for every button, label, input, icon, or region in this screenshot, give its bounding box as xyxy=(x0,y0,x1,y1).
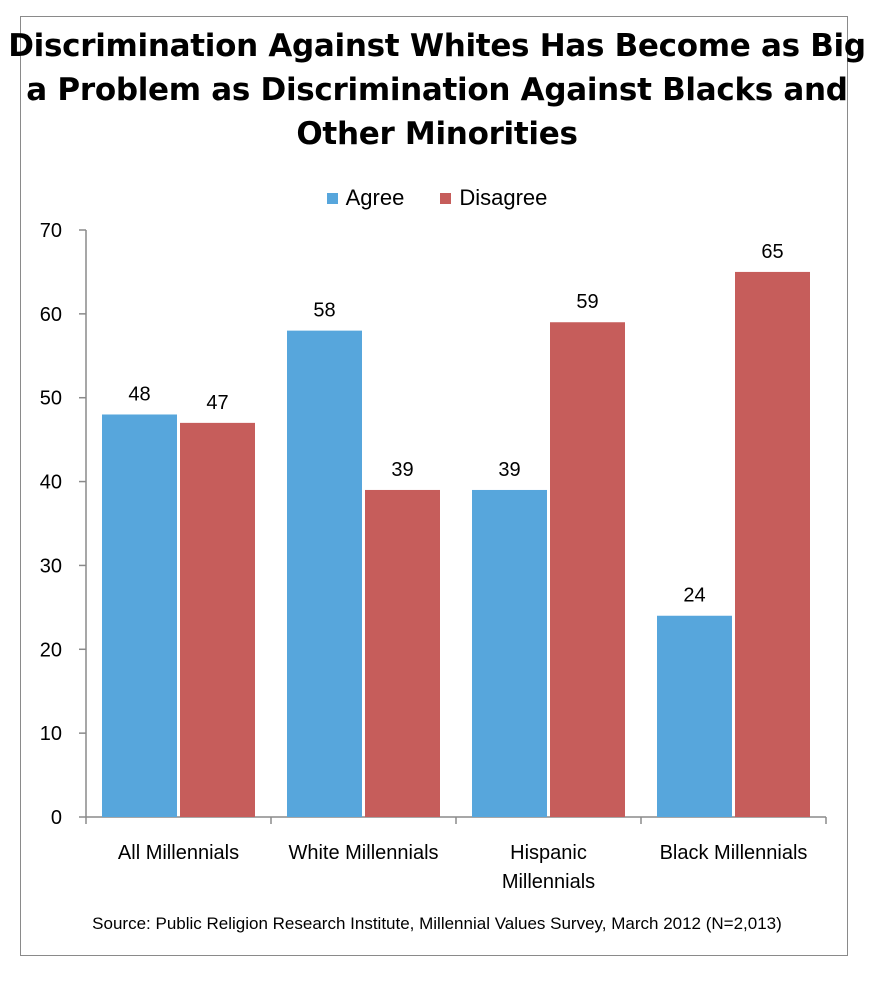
x-category-label: Hispanic xyxy=(510,842,587,864)
chart-title-line: Other Minorities xyxy=(296,116,578,152)
bar-agree xyxy=(102,414,177,817)
y-tick-label: 10 xyxy=(40,723,62,745)
chart-title-line: a Problem as Discrimination Against Blac… xyxy=(26,72,848,108)
y-tick-label: 70 xyxy=(40,220,62,242)
x-category-label: All Millennials xyxy=(118,842,239,864)
chart-source: Source: Public Religion Research Institu… xyxy=(92,914,782,933)
data-label: 24 xyxy=(683,585,705,607)
legend-swatch-agree xyxy=(326,192,338,204)
chart-legend: Agree Disagree xyxy=(0,184,874,212)
y-tick-label: 60 xyxy=(40,304,62,326)
x-category-label: White Millennials xyxy=(288,842,438,864)
legend-item-disagree[interactable]: Disagree xyxy=(440,185,547,211)
y-tick-label: 30 xyxy=(40,555,62,577)
bar-disagree xyxy=(365,489,440,817)
bar-agree xyxy=(657,615,732,817)
chart-title-line: Discrimination Against Whites Has Become… xyxy=(8,28,866,64)
bar-agree xyxy=(472,489,547,817)
x-category-label: Black Millennials xyxy=(660,842,808,864)
bar-disagree xyxy=(550,322,625,817)
data-label: 58 xyxy=(313,300,335,322)
data-label: 65 xyxy=(761,241,783,263)
data-label: 47 xyxy=(206,392,228,414)
data-label: 39 xyxy=(498,459,520,481)
y-tick-label: 40 xyxy=(40,472,62,494)
legend-item-agree[interactable]: Agree xyxy=(326,185,405,211)
data-label: 48 xyxy=(128,383,150,405)
y-tick-label: 20 xyxy=(40,639,62,661)
data-label: 39 xyxy=(391,459,413,481)
legend-swatch-disagree xyxy=(440,192,452,204)
bar-disagree xyxy=(180,422,255,817)
chart-title: Discrimination Against Whites Has Become… xyxy=(0,24,874,156)
legend-label-agree: Agree xyxy=(345,185,405,210)
bar-disagree xyxy=(735,271,810,817)
y-tick-label: 50 xyxy=(40,388,62,410)
data-label: 59 xyxy=(576,291,598,313)
x-category-label: Millennials xyxy=(502,871,595,893)
legend-label-disagree: Disagree xyxy=(459,185,548,210)
y-tick-label: 0 xyxy=(51,807,62,829)
bar-agree xyxy=(287,330,362,817)
